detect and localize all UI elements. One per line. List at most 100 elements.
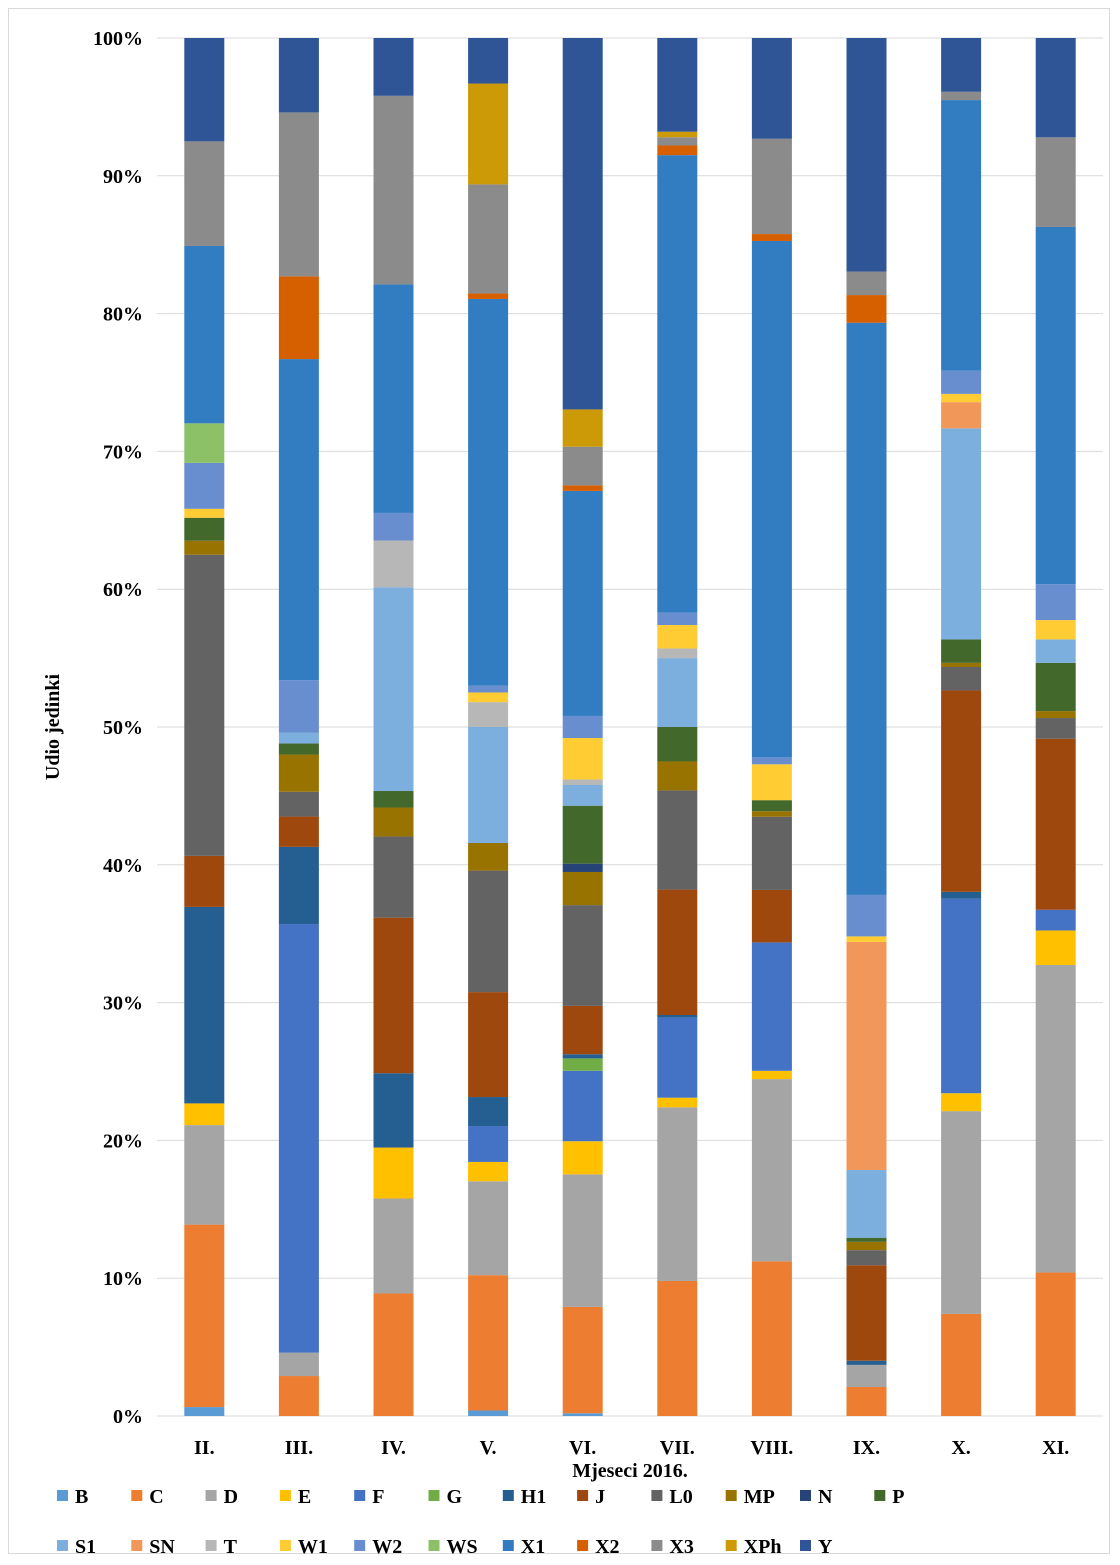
bar-segment-P xyxy=(1035,662,1076,712)
legend-item: C xyxy=(131,1486,164,1508)
x-tick-label: VI. xyxy=(569,1437,596,1459)
legend-swatch xyxy=(57,1490,68,1501)
bar-stack xyxy=(562,38,603,1416)
legend-label: W1 xyxy=(298,1536,328,1555)
bar-segment-MP xyxy=(846,1241,887,1251)
bar-segment-X2 xyxy=(751,234,792,241)
y-tick-label: 80% xyxy=(103,304,143,326)
bar-segment-W2 xyxy=(373,512,414,541)
bar-segment-Y xyxy=(562,38,603,410)
bar-segment-W2 xyxy=(657,612,698,626)
bar-segment-J xyxy=(1035,738,1076,910)
bar-segment-Y xyxy=(941,38,982,92)
bar-segment-MP xyxy=(278,754,319,792)
bar-segment-X1 xyxy=(751,240,792,758)
y-tick-label: 70% xyxy=(103,441,143,463)
legend-label: B xyxy=(75,1486,88,1508)
legend-label: J xyxy=(595,1486,605,1508)
bar-segment-E xyxy=(373,1147,414,1199)
legend-item: W1 xyxy=(279,1536,328,1555)
bar-segment-MP xyxy=(373,807,414,837)
bar-segment-P xyxy=(278,743,319,755)
legend-swatch xyxy=(428,1490,440,1501)
bar-segment-X1 xyxy=(278,359,319,681)
legend-label: WS xyxy=(447,1536,478,1555)
stacked-bar-chart: 0% 10% 20% 30% 40% 50% 60% 70% 80% 90% 100% II. III… xyxy=(42,28,1103,1555)
bar-segment-X1 xyxy=(562,490,603,716)
legend: B C D E F G H1 J L0 MP N P S1 SN T W1 W2 WS X1 X2 X3 XPh Y xyxy=(57,1486,905,1555)
x-tick-label: IV. xyxy=(381,1437,406,1459)
legend-label: W2 xyxy=(372,1536,402,1555)
legend-swatch xyxy=(502,1490,514,1501)
y-tick-label: 20% xyxy=(103,1130,143,1152)
legend-swatch xyxy=(354,1540,366,1551)
bar-stack xyxy=(373,38,414,1416)
bar-segment-X2 xyxy=(278,276,319,360)
legend-label: Y xyxy=(818,1536,833,1555)
legend-item: S1 xyxy=(57,1536,96,1555)
legend-item: J xyxy=(577,1486,605,1508)
bar-segment-W2 xyxy=(1035,584,1076,621)
bar-segment-X2 xyxy=(562,485,603,491)
bar-segment-T xyxy=(657,648,698,659)
legend-item: P xyxy=(874,1486,905,1508)
bar-segment-F xyxy=(941,898,982,1094)
bar-stack xyxy=(468,38,509,1416)
y-tick-label: 50% xyxy=(103,717,143,739)
bar-segment-X3 xyxy=(278,112,319,277)
bar-segment-W2 xyxy=(562,715,603,739)
legend-item: W2 xyxy=(354,1536,402,1555)
bar-segment-D xyxy=(184,1125,225,1225)
bar-segment-D xyxy=(846,1364,887,1387)
bar-stack xyxy=(278,38,319,1416)
legend-label: MP xyxy=(744,1486,775,1508)
x-axis-title: Mjeseci 2016. xyxy=(572,1460,688,1482)
bar-segment-MP xyxy=(1035,711,1076,719)
y-tick-label: 90% xyxy=(103,166,143,188)
x-tick-label: IX. xyxy=(853,1437,880,1459)
bar-segment-L0 xyxy=(751,816,792,890)
bar-segment-E xyxy=(941,1093,982,1112)
legend-swatch xyxy=(502,1540,514,1551)
legend-swatch xyxy=(725,1490,737,1501)
bar-segment-J xyxy=(184,855,225,907)
bar-segment-P xyxy=(941,639,982,663)
x-tick-label: III. xyxy=(285,1437,313,1459)
y-tick-label: 10% xyxy=(103,1268,143,1290)
legend-label: L0 xyxy=(669,1486,692,1508)
bar-segment-X1 xyxy=(1035,226,1076,585)
legend-item: B xyxy=(57,1486,88,1508)
bar-segment-Y xyxy=(373,38,414,96)
bar-segment-D xyxy=(562,1174,603,1307)
bar-segment-C xyxy=(657,1280,698,1416)
y-tick-label: 60% xyxy=(103,579,143,601)
bar-segment-MP xyxy=(468,842,509,871)
bar-segment-SN xyxy=(941,402,982,429)
bar-segment-W1 xyxy=(184,508,225,518)
bar-segment-H1 xyxy=(373,1073,414,1148)
bar-segment-E xyxy=(468,1161,509,1182)
legend-swatch xyxy=(205,1490,217,1501)
bar-segment-L0 xyxy=(657,790,698,890)
bar-segment-P xyxy=(184,517,225,541)
legend-label: P xyxy=(892,1486,904,1508)
legend-item: X1 xyxy=(502,1536,545,1555)
bar-segment-C xyxy=(468,1275,509,1411)
bar-segment-W1 xyxy=(941,393,982,403)
bar-segment-F xyxy=(468,1126,509,1162)
bar-segment-X3 xyxy=(1035,137,1076,227)
legend-item: X3 xyxy=(651,1536,694,1555)
legend-swatch xyxy=(354,1490,366,1501)
bar-stack xyxy=(941,38,982,1416)
legend-swatch xyxy=(651,1540,663,1551)
legend-item: L0 xyxy=(651,1486,693,1508)
bar-segment-E xyxy=(751,1070,792,1080)
bar-segment-P xyxy=(751,800,792,812)
bar-segment-XPh xyxy=(468,83,509,185)
bar-segment-W2 xyxy=(941,370,982,394)
chart-frame: 0% 10% 20% 30% 40% 50% 60% 70% 80% 90% 100% II. III… xyxy=(8,8,1110,1555)
legend-item: MP xyxy=(725,1486,775,1508)
bar-segment-X1 xyxy=(184,245,225,424)
bar-segment-X3 xyxy=(657,137,698,146)
bar-segment-Y xyxy=(468,38,509,84)
